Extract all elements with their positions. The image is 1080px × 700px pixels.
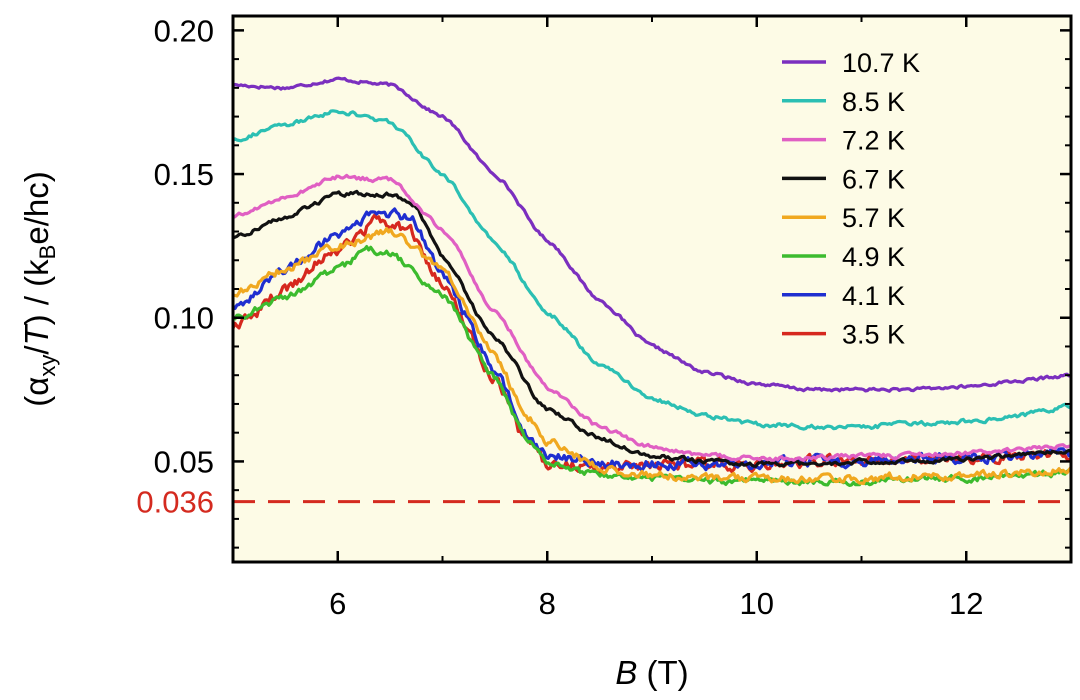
series-line-5-7-K <box>232 227 1073 486</box>
reference-line-group: 0.036 <box>136 485 1071 520</box>
legend-label: 7.2 K <box>842 126 905 156</box>
legend-label: 4.9 K <box>842 242 905 272</box>
y-tick-label: 0.20 <box>154 13 214 48</box>
series-line-10-7-K <box>232 76 1072 393</box>
plot-area-background <box>233 16 1071 562</box>
series-lines-group <box>231 76 1073 487</box>
legend-label: 10.7 K <box>842 48 920 78</box>
tick-labels-group: 6 8 10 12 0.05 0.10 0.15 0.20 <box>154 13 984 621</box>
legend-label: 3.5 K <box>842 320 905 350</box>
legend-label: 4.1 K <box>842 281 905 311</box>
x-tick-label: 6 <box>329 586 346 621</box>
y-tick-label: 0.05 <box>154 444 214 479</box>
legend-label: 5.7 K <box>842 203 905 233</box>
legend-label: 8.5 K <box>842 87 905 117</box>
series-line-6-7-K <box>232 189 1072 468</box>
x-axis-label: B (T) <box>615 654 688 691</box>
series-line-7-2-K <box>232 173 1072 462</box>
x-tick-label: 10 <box>740 586 774 621</box>
x-tick-label: 12 <box>949 586 983 621</box>
series-line-8-5-K <box>232 109 1072 431</box>
y-axis-label: (αxy/T) / (kBe/hc) <box>18 171 60 406</box>
x-tick-label: 8 <box>539 586 556 621</box>
series-line-4-1-K <box>231 207 1073 472</box>
axis-ticks-group <box>232 16 1072 562</box>
legend: 10.7 K 8.5 K 7.2 K 6.7 K 5.7 K 4.9 K 4.1 K 3.5 … <box>782 48 920 350</box>
legend-label: 6.7 K <box>842 164 905 194</box>
y-tick-label: 0.15 <box>154 157 214 192</box>
y-tick-label: 0.10 <box>154 301 214 336</box>
reference-line-label: 0.036 <box>136 485 214 520</box>
